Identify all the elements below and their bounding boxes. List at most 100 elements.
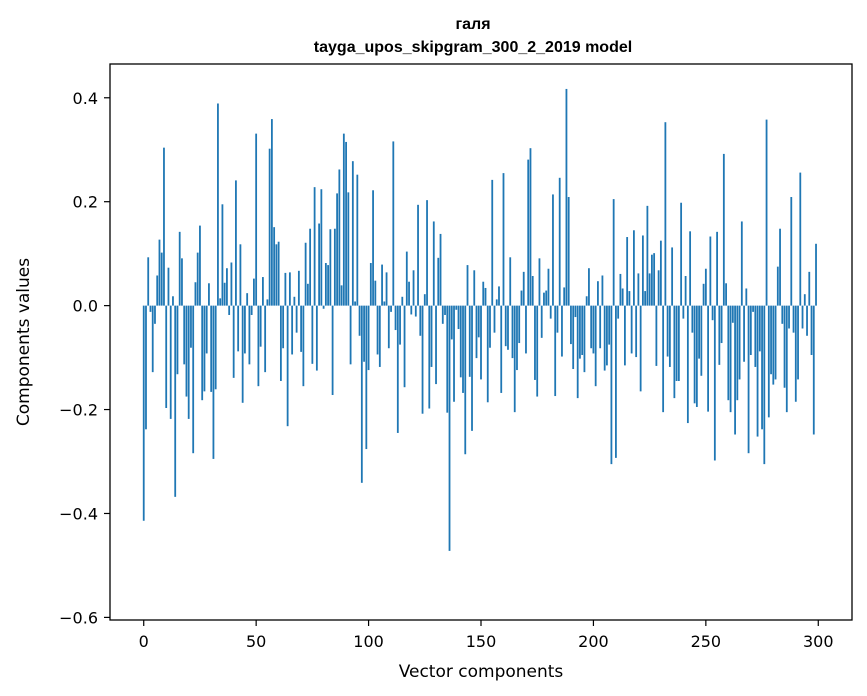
- bar: [419, 305, 422, 336]
- bar: [680, 202, 683, 306]
- bar: [772, 305, 775, 385]
- bar: [309, 228, 312, 306]
- bar: [477, 305, 480, 338]
- bar: [378, 305, 381, 367]
- bar: [203, 305, 206, 392]
- bar: [304, 242, 307, 306]
- bar: [673, 305, 676, 399]
- bar: [446, 305, 449, 413]
- bar: [695, 305, 698, 407]
- bar: [262, 277, 264, 306]
- bar: [650, 254, 653, 306]
- x-tick-label: 300: [803, 632, 834, 651]
- bar: [713, 305, 716, 461]
- bar: [801, 305, 804, 329]
- bar: [664, 122, 667, 306]
- bar: [405, 251, 408, 306]
- bar: [387, 305, 390, 349]
- bar: [147, 257, 150, 306]
- bar: [268, 148, 271, 306]
- bar: [659, 240, 662, 306]
- bar: [394, 305, 397, 331]
- bar: [214, 305, 217, 390]
- bar: [185, 305, 188, 397]
- bar: [752, 305, 754, 312]
- bar: [635, 305, 638, 358]
- bar: [282, 305, 285, 349]
- bar: [284, 272, 287, 306]
- bar: [360, 305, 363, 483]
- bar: [403, 305, 406, 388]
- bar: [572, 305, 575, 370]
- bar: [702, 283, 705, 306]
- bar: [412, 270, 415, 306]
- x-axis-label: Vector components: [399, 662, 564, 682]
- bar: [516, 305, 518, 371]
- bar: [266, 299, 269, 306]
- bar: [808, 271, 811, 306]
- bar: [230, 262, 233, 306]
- bar: [219, 298, 222, 306]
- bar: [273, 227, 276, 306]
- bar: [235, 180, 237, 306]
- bar: [610, 305, 613, 465]
- bar: [493, 305, 496, 333]
- bar: [646, 205, 649, 306]
- bar: [340, 285, 343, 306]
- bar: [417, 204, 419, 306]
- bar: [414, 305, 417, 317]
- bar: [641, 235, 644, 306]
- bar: [522, 271, 525, 306]
- bar: [738, 305, 741, 380]
- y-tick-label: 0.2: [73, 193, 98, 212]
- bar: [648, 273, 651, 306]
- bar: [720, 305, 723, 344]
- y-axis: −0.6 −0.4 −0.2 0.0 0.2 0.4: [59, 89, 110, 627]
- bar: [725, 283, 727, 306]
- bar: [754, 305, 757, 367]
- bar: [396, 305, 399, 433]
- bar: [324, 263, 327, 306]
- bar: [792, 305, 795, 333]
- bar: [149, 305, 152, 312]
- bar: [797, 305, 799, 380]
- bar: [662, 305, 665, 413]
- bar: [356, 174, 359, 306]
- bar: [668, 305, 671, 367]
- bar: [621, 288, 624, 306]
- bar: [590, 305, 593, 349]
- bar: [579, 305, 581, 359]
- bar: [574, 305, 577, 318]
- bar: [250, 305, 253, 315]
- bar: [338, 169, 341, 306]
- bar: [545, 290, 548, 306]
- bar: [707, 305, 709, 412]
- bar: [437, 257, 440, 306]
- bar: [318, 223, 321, 306]
- bar: [313, 187, 316, 306]
- bar: [291, 305, 294, 355]
- bar: [315, 305, 318, 371]
- bar: [210, 305, 213, 392]
- bar: [597, 281, 599, 306]
- bar: [709, 236, 712, 306]
- bar: [686, 305, 689, 424]
- bar: [336, 193, 338, 306]
- bar: [187, 305, 190, 419]
- bar: [540, 305, 543, 338]
- bar: [241, 305, 244, 403]
- bar: [684, 276, 687, 306]
- bar: [201, 305, 204, 401]
- bar: [450, 305, 453, 340]
- bar-series: [142, 88, 817, 551]
- bar: [677, 305, 680, 381]
- bar: [626, 237, 629, 306]
- bar: [529, 148, 532, 306]
- bar: [812, 305, 815, 435]
- bar: [459, 305, 462, 378]
- bar: [383, 301, 386, 306]
- bar: [745, 288, 748, 306]
- bar: [547, 268, 550, 306]
- bar: [783, 305, 786, 388]
- bar: [711, 305, 714, 321]
